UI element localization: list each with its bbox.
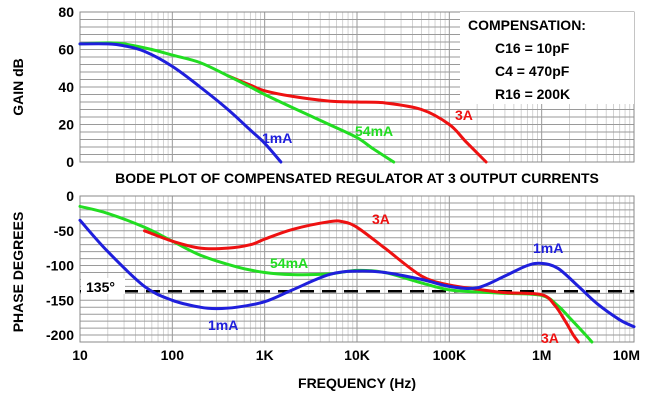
phase-label-3A-lower: 3A — [541, 330, 559, 346]
gain-y-tick-label: 80 — [58, 4, 74, 20]
gain-panel: 0 20 40 60 80 GAIN dB COMPENSATION: C16 = 10… — [10, 4, 634, 170]
gain-y-axis-label: GAIN dB — [10, 58, 26, 116]
x-tick-label: 1K — [256, 347, 274, 363]
chart-title: BODE PLOT OF COMPENSATED REGULATOR AT 3 … — [115, 170, 599, 186]
x-tick-label: 10M — [613, 347, 640, 363]
gain-y-tick-label: 40 — [58, 79, 74, 95]
gain-label-1mA: 1mA — [262, 130, 292, 146]
gain-y-tick-label: 20 — [58, 117, 74, 133]
phase-label-1mA-lower: 1mA — [208, 317, 238, 333]
phase-y-tick-label: -200 — [46, 327, 74, 343]
phase-y-tick-label: -150 — [46, 292, 74, 308]
compensation-legend-line-c4: C4 = 470pF — [495, 63, 570, 79]
x-tick-label: 100K — [433, 347, 466, 363]
compensation-legend-line-c16: C16 = 10pF — [495, 40, 570, 56]
phase-label-3A-upper: 3A — [372, 211, 390, 227]
x-tick-label: 10 — [72, 347, 88, 363]
compensation-legend: COMPENSATION: C16 = 10pF C4 = 470pF R16 … — [460, 12, 634, 104]
x-tick-label: 10K — [344, 347, 370, 363]
phase-y-tick-labels: 0 -50 -100 -150 -200 — [46, 188, 74, 343]
gain-y-tick-label: 60 — [58, 42, 74, 58]
phase-panel: 0 -50 -100 -150 -200 10 100 1K 10K 100K 1M 10M PHA… — [10, 188, 640, 391]
phase-y-tick-label: -100 — [46, 258, 74, 274]
gain-y-tick-labels: 0 20 40 60 80 — [58, 4, 74, 170]
x-tick-label: 100 — [161, 347, 185, 363]
135-degree-label: 135° — [86, 279, 115, 295]
gain-y-tick-label: 0 — [66, 154, 74, 170]
x-tick-labels: 10 100 1K 10K 100K 1M 10M — [72, 347, 640, 363]
compensation-legend-title: COMPENSATION: — [468, 17, 586, 33]
phase-y-axis-label: PHASE DEGREES — [10, 212, 26, 333]
compensation-legend-line-r16: R16 = 200K — [495, 86, 570, 102]
phase-label-1mA-right: 1mA — [533, 240, 563, 256]
phase-label-54mA: 54mA — [270, 255, 308, 271]
gain-label-3A: 3A — [455, 107, 473, 123]
x-tick-label: 1M — [532, 347, 551, 363]
gain-label-54mA: 54mA — [355, 123, 393, 139]
phase-y-tick-label: 0 — [66, 188, 74, 204]
phase-y-tick-label: -50 — [54, 223, 74, 239]
x-axis-label: FREQUENCY (Hz) — [298, 375, 416, 391]
